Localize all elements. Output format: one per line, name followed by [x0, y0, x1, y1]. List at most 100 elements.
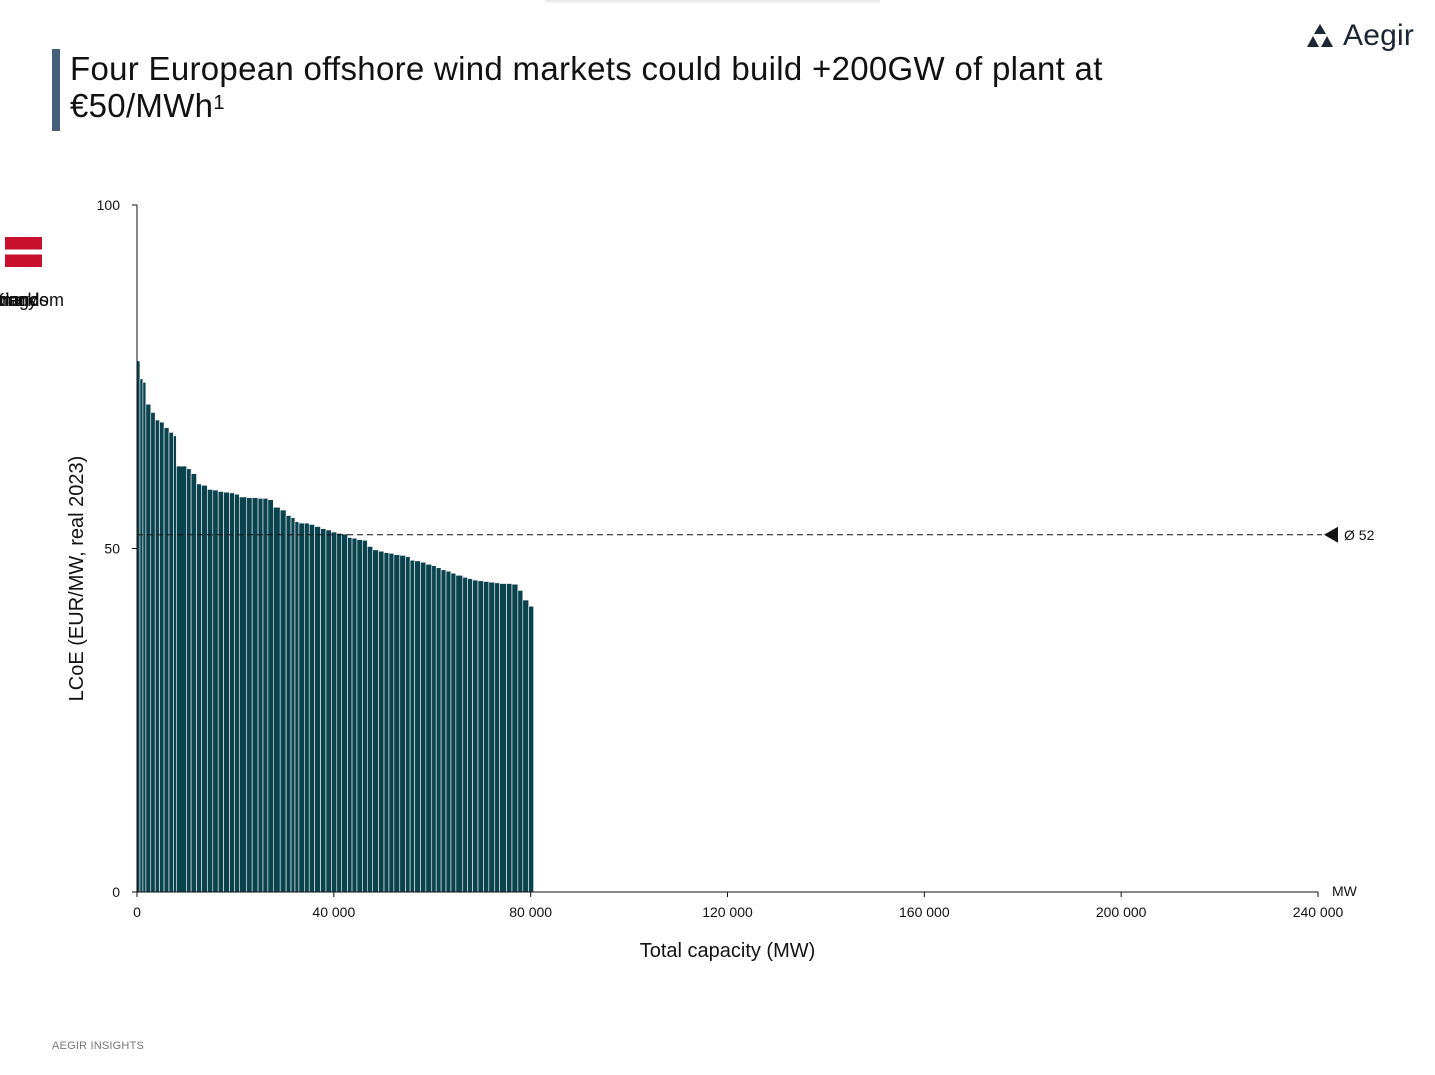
united-kingdom-bar	[431, 565, 437, 893]
top-shadow	[545, 0, 880, 4]
united-kingdom-bar	[522, 599, 529, 893]
united-kingdom-bar	[163, 427, 170, 893]
united-kingdom-bar	[239, 496, 248, 893]
united-kingdom-bar	[528, 605, 534, 893]
united-kingdom-bar	[356, 539, 363, 893]
united-kingdom-bar	[201, 484, 208, 893]
united-kingdom-bar	[139, 378, 144, 893]
y-tick-label: 50	[104, 541, 120, 557]
x-tick-label: 40 000	[312, 904, 355, 920]
united-kingdom-bar	[372, 549, 379, 893]
united-kingdom-bar	[229, 492, 235, 893]
united-kingdom-bar	[142, 381, 147, 893]
logo-text: Aegir	[1343, 19, 1415, 52]
united-kingdom-bar	[320, 528, 327, 893]
united-kingdom-bar	[414, 560, 421, 893]
united-kingdom-bar	[477, 580, 484, 893]
x-tick-label: 120 000	[702, 904, 753, 920]
united-kingdom-bar	[347, 537, 353, 893]
united-kingdom-bar	[308, 524, 315, 893]
united-kingdom-bar	[462, 577, 468, 893]
united-kingdom-bar	[298, 522, 305, 893]
united-kingdom-bar	[207, 489, 214, 893]
united-kingdom-bar	[450, 572, 457, 893]
united-kingdom-bar	[362, 539, 368, 893]
united-kingdom-bar	[154, 419, 160, 893]
title-footnote-marker: 1	[213, 92, 225, 114]
average-label: Ø 52	[1344, 527, 1375, 543]
united-kingdom-bar	[420, 561, 427, 893]
united-kingdom-bar	[517, 590, 524, 893]
united-kingdom-bar	[331, 531, 338, 893]
country-label-united-kingdom: United Kingdom	[0, 290, 64, 310]
x-tick-label: 160 000	[899, 904, 950, 920]
united-kingdom-bar	[217, 491, 224, 893]
x-tick-label: 80 000	[509, 904, 552, 920]
united-kingdom-bar	[488, 581, 496, 893]
united-kingdom-bar	[168, 432, 174, 893]
united-kingdom-bar	[246, 497, 253, 893]
title-accent-bar	[52, 49, 60, 131]
united-kingdom-bar	[378, 550, 385, 893]
united-kingdom-bar	[190, 473, 197, 893]
united-kingdom-bar	[455, 574, 464, 893]
united-kingdom-bar	[494, 582, 500, 893]
united-kingdom-bar	[445, 570, 452, 893]
aegir-logo: Aegir	[1305, 18, 1414, 54]
x-tick-label: 200 000	[1096, 904, 1147, 920]
y-tick-label: 0	[112, 884, 120, 900]
united-kingdom-bar	[409, 559, 415, 893]
aegir-logo-icon	[1307, 24, 1333, 47]
united-kingdom-bar	[176, 465, 188, 893]
united-kingdom-bar	[251, 497, 259, 893]
united-kingdom-bar	[234, 493, 240, 893]
united-kingdom-bar	[173, 435, 177, 893]
united-kingdom-bar	[472, 579, 479, 893]
united-kingdom-bar	[383, 552, 390, 893]
united-kingdom-bar	[405, 556, 411, 893]
united-kingdom-bar	[393, 554, 401, 893]
united-kingdom-bar	[336, 533, 343, 893]
axes-layer: 0 50 100 0 40 000 80 000 120 000 160 000 200 000…	[66, 197, 1375, 962]
bars-layer	[136, 360, 534, 893]
united-kingdom-bar	[196, 483, 202, 893]
united-kingdom-bar	[279, 509, 287, 893]
page-title-text: Four European offshore wind markets coul…	[70, 50, 1103, 124]
united-kingdom-bar	[273, 506, 281, 893]
united-kingdom-bar	[257, 498, 264, 893]
united-kingdom-bar	[325, 529, 332, 893]
country-label-netherlands: Netherlands	[0, 290, 49, 310]
united-kingdom-bar	[285, 515, 292, 893]
x-tick-label: 240 000	[1293, 904, 1344, 920]
united-kingdom-bar	[267, 499, 274, 893]
united-kingdom-bar	[262, 498, 269, 893]
x-tick-label: 0	[133, 904, 141, 920]
united-kingdom-bar	[341, 533, 348, 893]
united-kingdom-bar	[499, 583, 507, 893]
united-kingdom-bar	[467, 578, 473, 893]
footer-source: AEGIR INSIGHTS	[52, 1040, 145, 1052]
country-label-denmark: Denmark	[0, 290, 38, 310]
united-kingdom-bar	[223, 491, 230, 893]
united-kingdom-bar	[186, 468, 192, 893]
united-kingdom-bar	[159, 421, 165, 893]
united-kingdom-bar	[366, 546, 374, 893]
denmark-flag-icon	[0, 237, 42, 267]
united-kingdom-bar	[290, 517, 296, 893]
united-kingdom-bar	[506, 583, 513, 893]
y-axis-title: LCoE (EUR/MW, real 2023)	[66, 456, 88, 702]
united-kingdom-bar	[212, 489, 219, 893]
page-title: Four European offshore wind markets coul…	[70, 50, 1230, 124]
united-kingdom-bar	[425, 564, 433, 893]
average-marker-icon	[1324, 526, 1338, 543]
united-kingdom-bar	[314, 526, 321, 893]
united-kingdom-bar	[145, 403, 152, 893]
united-kingdom-bar	[435, 567, 442, 893]
x-unit-label: MW	[1332, 883, 1358, 899]
united-kingdom-bar	[351, 537, 358, 893]
flags-layer: United KingdomNetherlandsGermanyDenmark	[0, 237, 64, 310]
united-kingdom-bar	[483, 581, 490, 893]
x-axis-title: Total capacity (MW)	[640, 940, 816, 962]
y-tick-label: 100	[97, 197, 121, 213]
